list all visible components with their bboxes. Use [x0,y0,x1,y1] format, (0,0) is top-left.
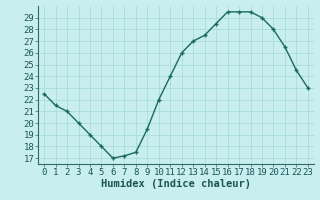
X-axis label: Humidex (Indice chaleur): Humidex (Indice chaleur) [101,179,251,189]
